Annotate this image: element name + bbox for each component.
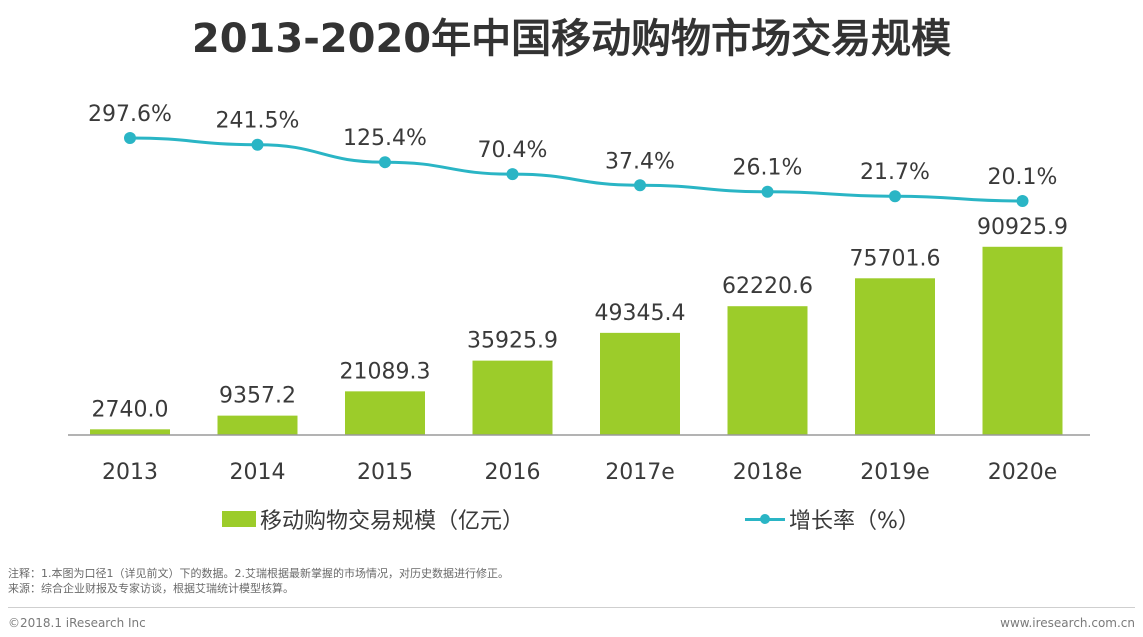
bar-value-label: 62220.6 — [722, 274, 813, 299]
bar-value-label: 90925.9 — [977, 215, 1068, 240]
bar-2013 — [90, 429, 170, 435]
growth-value-label: 70.4% — [478, 138, 548, 163]
legend-line-swatch — [745, 511, 785, 527]
legend-item-line: 增长率（%） — [745, 503, 920, 535]
footer-website: www.iresearch.com.cn — [1000, 616, 1135, 630]
footer-copyright: ©2018.1 iResearch Inc — [8, 616, 146, 630]
growth-value-label: 20.1% — [988, 165, 1058, 190]
bar-value-label: 2740.0 — [92, 397, 169, 422]
growth-value-label: 125.4% — [343, 126, 427, 151]
growth-value-label: 37.4% — [605, 149, 675, 174]
bar-2020e — [982, 246, 1063, 435]
bar-2016 — [472, 360, 553, 435]
x-tick-label: 2016 — [485, 460, 541, 485]
bar-value-label: 9357.2 — [219, 384, 296, 409]
growth-point-2015 — [379, 156, 391, 169]
chart-title: 2013-2020年中国移动购物市场交易规模 — [191, 16, 952, 62]
chart-notes: 注释：1.本图为口径1（详见前文）下的数据。2.艾瑞根据最新掌握的市场情况，对历… — [8, 566, 509, 596]
bar-2018e — [727, 306, 808, 435]
bar-value-label: 21089.3 — [340, 359, 431, 384]
growth-point-2017e — [634, 179, 646, 192]
growth-point-2013 — [124, 132, 136, 144]
growth-point-2016 — [506, 168, 519, 181]
legend-bar-swatch — [222, 511, 256, 527]
notes-line-2: 来源：综合企业财报及专家访谈，根据艾瑞统计模型核算。 — [8, 582, 294, 595]
growth-rate-line — [129, 136, 1023, 203]
legend-item-bar: 移动购物交易规模（亿元） — [222, 503, 524, 535]
x-tick-label: 2018e — [733, 460, 803, 485]
growth-value-label: 297.6% — [88, 102, 172, 127]
growth-point-2019e — [889, 190, 901, 203]
combo-chart: 2740.0 9357.2 21089.3 35925.9 49345.4 62220.6… — [68, 102, 1090, 485]
x-tick-label: 2017e — [605, 460, 675, 485]
growth-point-2018e — [761, 185, 774, 198]
growth-point-2020e — [1016, 195, 1029, 207]
notes-line-1: 注释：1.本图为口径1（详见前文）下的数据。2.艾瑞根据最新掌握的市场情况，对历… — [8, 567, 509, 580]
x-tick-label: 2019e — [860, 460, 930, 485]
chart-legend: 移动购物交易规模（亿元） 增长率（%） — [0, 503, 1143, 537]
x-tick-label: 2014 — [230, 460, 286, 485]
bar-2019e — [855, 278, 935, 435]
x-tick-label: 2020e — [988, 460, 1058, 485]
growth-value-label: 21.7% — [860, 160, 930, 185]
x-tick-label: 2015 — [357, 460, 413, 485]
growth-point-2014 — [251, 138, 264, 151]
growth-value-label: 241.5% — [216, 109, 300, 134]
bar-value-label: 49345.4 — [595, 301, 686, 326]
legend-bar-label: 移动购物交易规模（亿元） — [260, 509, 525, 534]
growth-value-label: 26.1% — [733, 156, 803, 181]
bar-2017e — [600, 332, 680, 435]
bar-2014 — [217, 415, 298, 435]
legend-line-label: 增长率（%） — [789, 509, 920, 534]
bar-value-label: 75701.6 — [850, 246, 941, 271]
footer-divider — [8, 607, 1135, 608]
x-tick-label: 2013 — [102, 460, 158, 485]
bar-2015 — [345, 391, 425, 435]
bar-value-label: 35925.9 — [467, 329, 558, 354]
